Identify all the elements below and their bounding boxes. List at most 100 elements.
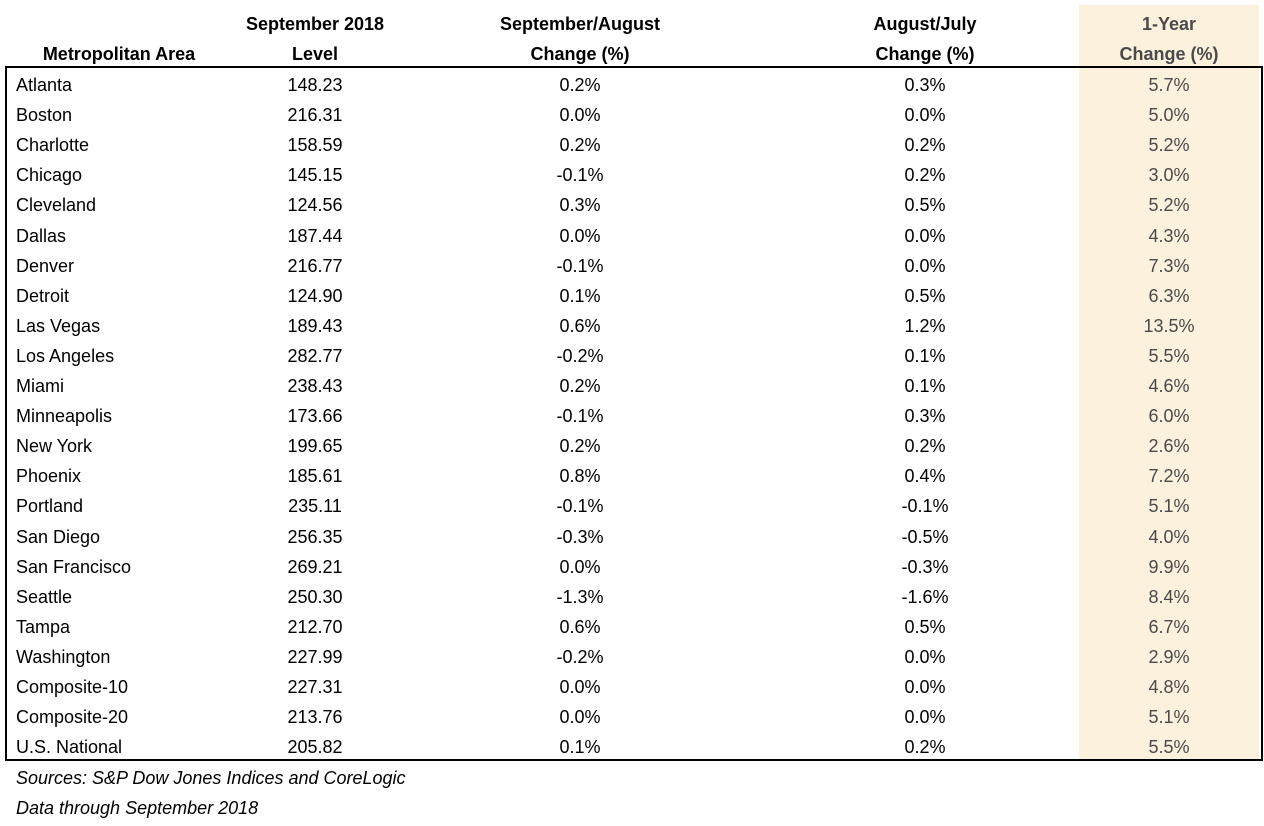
table-row: Composite-10 227.31 0.0% 0.0% 4.8% — [5, 672, 1263, 702]
level-cell: 212.70 — [287, 616, 343, 637]
sep-aug-change-cell: 0.2% — [559, 376, 601, 396]
table-header: September 2018 September/August August/J… — [5, 5, 1263, 67]
level-cell: 199.65 — [287, 436, 343, 457]
metro-area-cell: Tampa — [16, 616, 71, 637]
metro-area-cell: Phoenix — [16, 466, 82, 487]
metro-area-cell: Atlanta — [16, 75, 73, 95]
table-row: Tampa 212.70 0.6% 0.5% 6.7% — [5, 612, 1263, 642]
level-cell: 235.11 — [288, 496, 342, 517]
metro-area-cell: Dallas — [16, 225, 67, 246]
table-left-border — [5, 66, 7, 761]
sep-aug-change-cell: 0.0% — [559, 225, 601, 246]
aug-jul-change-cell: 0.2% — [904, 165, 946, 186]
table-row: Seattle 250.30 -1.3% -1.6% 8.4% — [5, 582, 1263, 612]
one-year-change-cell: 4.0% — [1148, 526, 1190, 547]
table-row: Detroit 124.90 0.1% 0.5% 6.3% — [5, 281, 1263, 311]
metro-area-cell: Denver — [16, 255, 75, 276]
one-year-change-cell: 5.2% — [1148, 135, 1190, 156]
metro-area-cell: Seattle — [16, 586, 73, 607]
sep-aug-change-cell: 0.6% — [559, 315, 601, 336]
metro-area-cell: Charlotte — [16, 135, 90, 156]
level-cell: 145.15 — [287, 165, 343, 186]
aug-jul-change-cell: -0.3% — [901, 556, 949, 577]
aug-jul-change-cell: 0.0% — [904, 646, 946, 667]
one-year-change-cell: 9.9% — [1148, 556, 1190, 577]
metro-area-cell: Detroit — [16, 285, 70, 306]
aug-jul-change-cell: 0.1% — [904, 345, 946, 366]
level-cell: 124.56 — [287, 195, 343, 216]
one-year-change-cell: 5.5% — [1148, 345, 1190, 366]
one-year-change-cell: 6.3% — [1148, 285, 1190, 306]
one-year-change-cell: 5.0% — [1148, 105, 1190, 126]
aug-jul-change-cell: 0.5% — [904, 616, 946, 637]
level-cell: 227.99 — [287, 646, 343, 667]
metro-area-cell: Las Vegas — [16, 315, 101, 336]
one-year-change-cell: 4.6% — [1148, 376, 1190, 396]
level-cell: 216.77 — [287, 255, 343, 276]
one-year-change-cell: 4.3% — [1148, 225, 1190, 246]
one-year-change-cell: 13.5% — [1143, 315, 1195, 336]
table-row: Minneapolis 173.66 -0.1% 0.3% 6.0% — [5, 401, 1263, 431]
table-row: New York 199.65 0.2% 0.2% 2.6% — [5, 431, 1263, 461]
one-year-change-cell: 5.1% — [1148, 496, 1190, 517]
level-cell: 158.59 — [287, 135, 343, 156]
level-cell: 148.23 — [287, 75, 343, 95]
table-row: U.S. National 205.82 0.1% 0.2% 5.5% — [5, 732, 1263, 762]
header-one-year-bottom: Change (%) — [1119, 44, 1219, 64]
table-row: Dallas 187.44 0.0% 0.0% 4.3% — [5, 221, 1263, 251]
sep-aug-change-cell: 0.2% — [559, 75, 601, 95]
aug-jul-change-cell: 0.5% — [904, 195, 946, 216]
level-cell: 213.76 — [287, 707, 343, 728]
header-aug-jul-top: August/July — [873, 14, 977, 34]
header-metro-area: Metropolitan Area — [42, 44, 196, 64]
sep-aug-change-cell: 0.1% — [559, 285, 601, 306]
one-year-change-cell: 8.4% — [1148, 586, 1190, 607]
footnote-sources: Sources: S&P Dow Jones Indices and CoreL… — [16, 768, 406, 788]
one-year-change-cell: 7.2% — [1148, 466, 1190, 487]
aug-jul-change-cell: 0.2% — [904, 737, 946, 758]
header-sep-aug-bottom: Change (%) — [530, 44, 630, 64]
aug-jul-change-cell: 0.5% — [904, 285, 946, 306]
table-row: Washington 227.99 -0.2% 0.0% 2.9% — [5, 642, 1263, 672]
aug-jul-change-cell: 0.0% — [904, 707, 946, 728]
one-year-change-cell: 7.3% — [1148, 255, 1190, 276]
metro-area-cell: New York — [16, 436, 93, 457]
table-right-border — [1261, 66, 1263, 761]
table-bottom-border — [5, 759, 1263, 761]
one-year-column-highlight — [1079, 5, 1259, 761]
sep-aug-change-cell: -0.1% — [556, 406, 604, 427]
one-year-change-cell: 4.8% — [1148, 677, 1190, 697]
table-row: Boston 216.31 0.0% 0.0% 5.0% — [5, 100, 1263, 130]
one-year-change-cell: 5.1% — [1148, 707, 1190, 728]
one-year-change-cell: 6.7% — [1148, 616, 1190, 637]
sep-aug-change-cell: 0.6% — [559, 616, 601, 637]
level-cell: 256.35 — [287, 526, 343, 547]
header-aug-jul-bottom: Change (%) — [875, 44, 975, 64]
table-row: Portland 235.11 -0.1% -0.1% 5.1% — [5, 491, 1263, 521]
table-row: Composite-20 213.76 0.0% 0.0% 5.1% — [5, 702, 1263, 732]
sep-aug-change-cell: -0.1% — [556, 165, 604, 186]
footnote-data-through: Data through September 2018 — [16, 798, 259, 818]
sep-aug-change-cell: 0.2% — [559, 135, 601, 156]
housing-index-table: September 2018 September/August August/J… — [5, 5, 1263, 761]
table-row: Cleveland 124.56 0.3% 0.5% 5.2% — [5, 190, 1263, 220]
level-cell: 227.31 — [287, 677, 343, 697]
metro-area-cell: Chicago — [16, 165, 83, 186]
sep-aug-change-cell: -0.2% — [556, 345, 604, 366]
metro-area-cell: Minneapolis — [16, 406, 113, 427]
metro-area-cell: San Francisco — [16, 556, 132, 577]
one-year-change-cell: 6.0% — [1148, 406, 1190, 427]
level-cell: 269.21 — [287, 556, 343, 577]
sep-aug-change-cell: 0.0% — [559, 556, 601, 577]
sep-aug-change-cell: -0.3% — [556, 526, 604, 547]
table-row: Los Angeles 282.77 -0.2% 0.1% 5.5% — [5, 341, 1263, 371]
header-rule — [5, 66, 1263, 68]
metro-area-cell: U.S. National — [16, 737, 123, 758]
metro-area-cell: Boston — [16, 105, 73, 126]
header-one-year-top: 1-Year — [1141, 14, 1197, 34]
header-sep-aug-top: September/August — [499, 14, 661, 34]
sep-aug-change-cell: -0.2% — [556, 646, 604, 667]
metro-area-cell: Miami — [16, 376, 64, 396]
level-cell: 282.77 — [287, 345, 343, 366]
level-cell: 173.66 — [287, 406, 343, 427]
